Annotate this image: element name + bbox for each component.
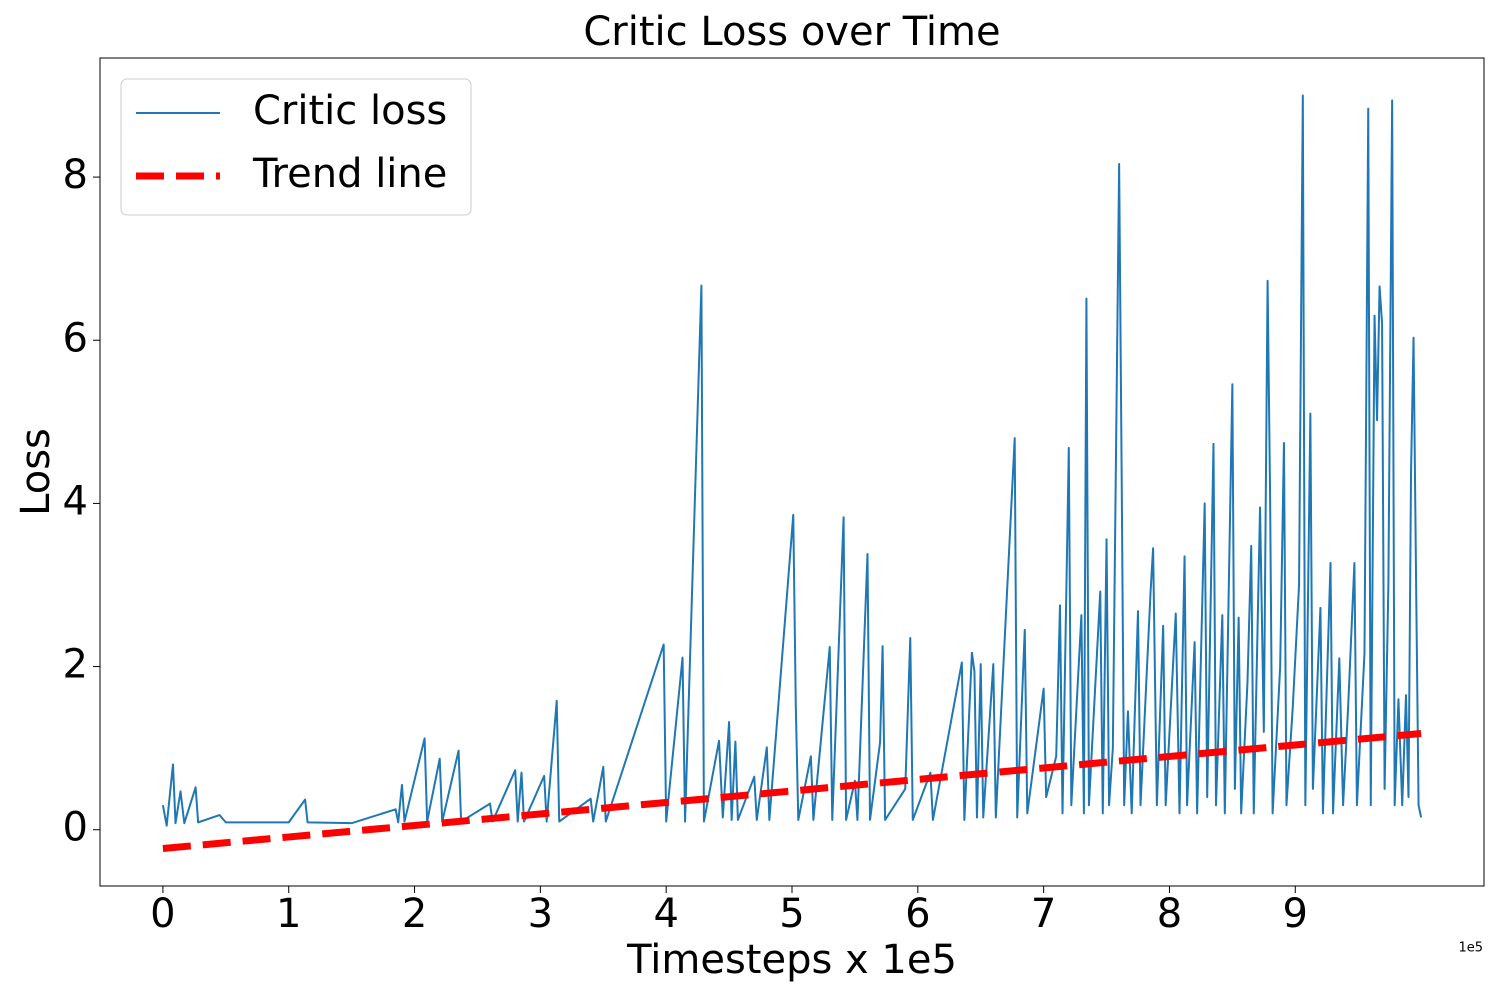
x-tick-label: 7 [1031,891,1056,937]
y-tick-label: 0 [63,805,88,851]
data-line [162,729,1422,852]
y-tick-label: 2 [63,642,88,688]
data-line [161,94,1423,827]
legend-label: Critic loss [253,88,447,134]
x-tick-label: 0 [150,891,175,937]
x-tick-label: 9 [1283,891,1308,937]
x-tick-label: 2 [402,891,427,937]
x-axis-label: Timesteps x 1e5 [626,937,957,983]
x-offset-label: 1e5 [1458,941,1483,956]
legend-label: Trend line [252,151,447,197]
x-tick-label: 3 [528,891,553,937]
x-tick-label: 6 [905,891,930,937]
y-tick-label: 8 [63,152,88,198]
x-tick-label: 5 [779,891,804,937]
x-tick-label: 1 [276,891,301,937]
y-tick-label: 6 [63,315,88,361]
y-axis-label: Loss [13,428,59,516]
y-tick-label: 4 [63,478,88,524]
x-tick-label: 4 [653,891,678,937]
chart-title: Critic Loss over Time [583,9,1000,55]
x-tick-label: 8 [1157,891,1182,937]
